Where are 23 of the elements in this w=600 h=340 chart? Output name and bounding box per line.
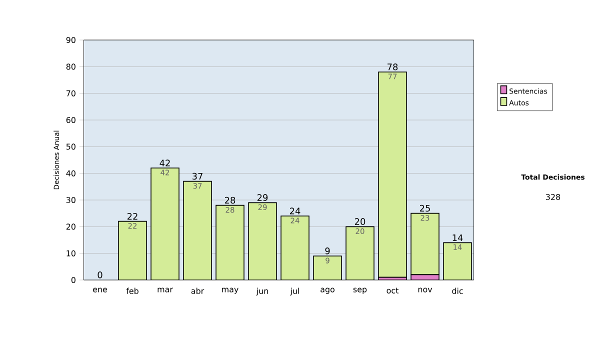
bar [151, 168, 180, 280]
bar [346, 226, 374, 280]
total-label: 20 [354, 218, 366, 225]
bar [443, 242, 472, 280]
bar [410, 212, 440, 276]
total-label: 0 [98, 272, 102, 278]
total-label: 37 [192, 172, 202, 180]
total-label: 42 [160, 160, 170, 166]
bar [248, 202, 277, 280]
total-label: 9 [325, 248, 330, 254]
total-label: 28 [224, 196, 236, 204]
total-label: 22 [127, 212, 138, 220]
total-label: 14 [452, 234, 463, 241]
bar [314, 256, 342, 280]
total-label: 24 [290, 208, 300, 214]
total-label: 25 [420, 204, 430, 212]
bar [118, 221, 147, 280]
bar [184, 181, 212, 280]
total-label: 29 [257, 194, 268, 201]
bar [281, 216, 310, 280]
bar [378, 72, 407, 278]
bar [216, 205, 244, 280]
total-label: 78 [388, 64, 398, 70]
